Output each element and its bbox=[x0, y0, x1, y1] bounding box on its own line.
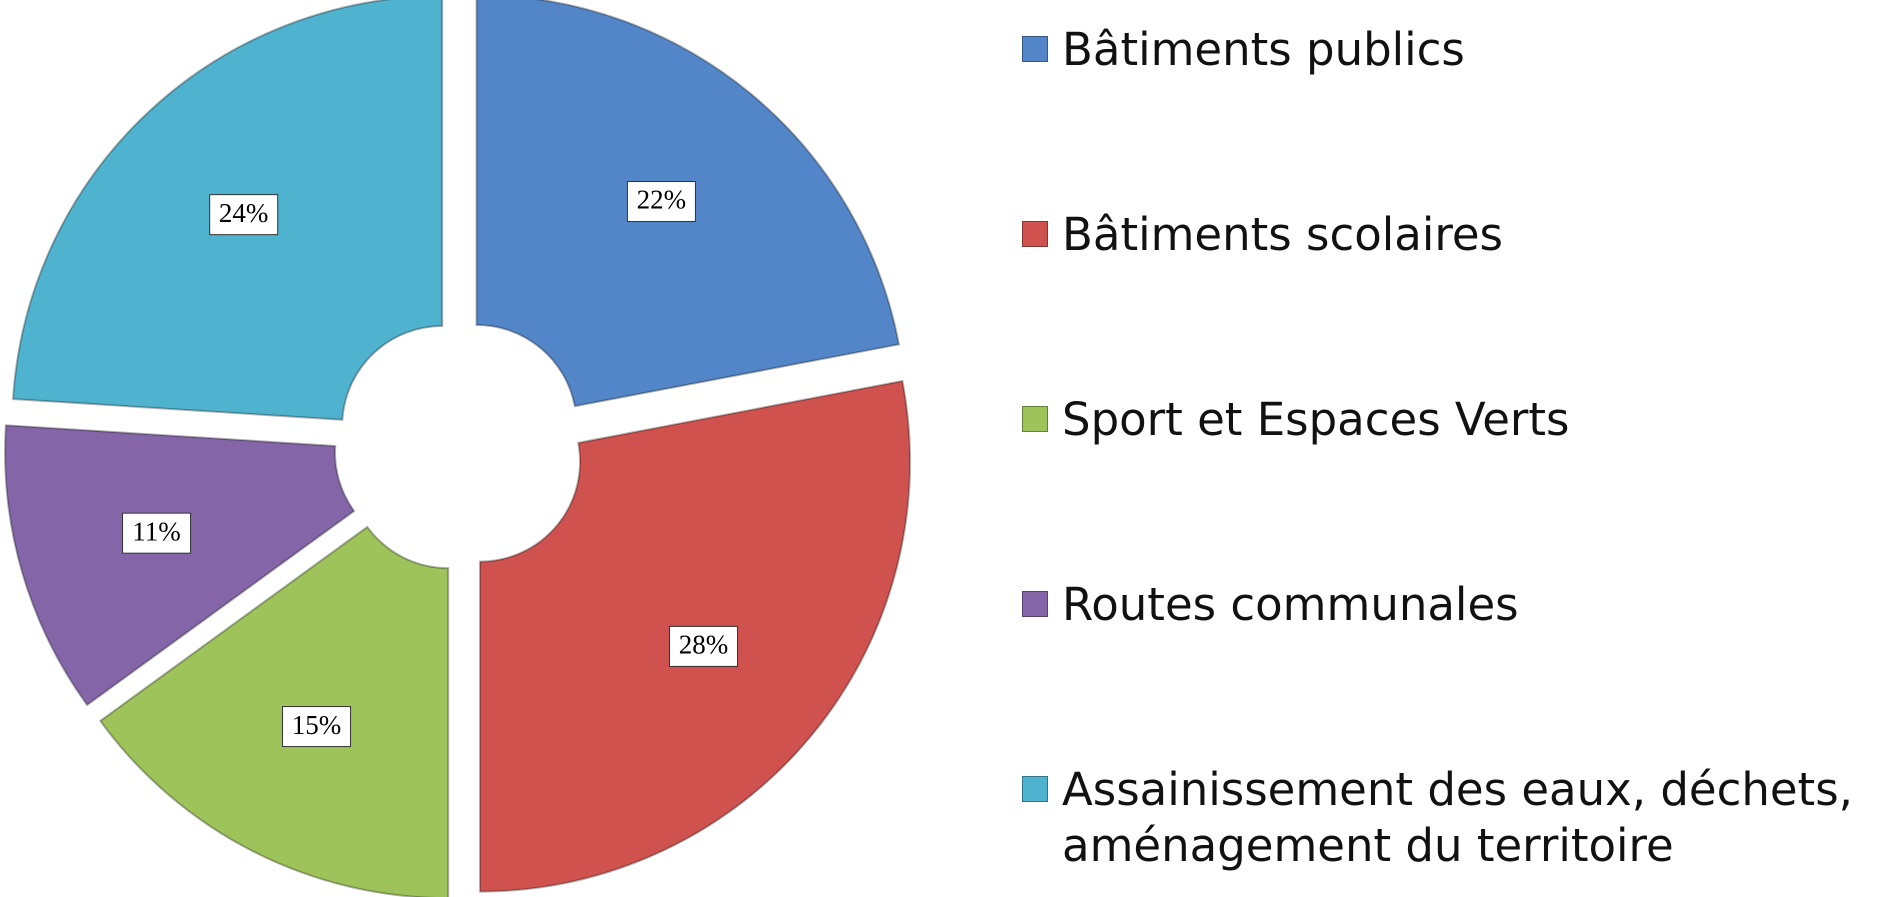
value-label: 28% bbox=[679, 630, 729, 660]
legend-item: Bâtiments publics bbox=[1022, 22, 1882, 78]
legend-item: Sport et Espaces Verts bbox=[1022, 392, 1882, 448]
legend-item: Assainissement des eaux, déchets, aménag… bbox=[1022, 762, 1882, 874]
value-label: 22% bbox=[637, 185, 687, 215]
data-label: 11% bbox=[122, 512, 192, 554]
value-label: 15% bbox=[292, 710, 342, 740]
slice bbox=[98, 525, 450, 897]
legend-label: Assainissement des eaux, déchets, aménag… bbox=[1062, 763, 1853, 872]
label-box bbox=[122, 512, 192, 554]
value-label: 24% bbox=[219, 198, 269, 228]
legend-swatch bbox=[1022, 221, 1048, 247]
data-label: 15% bbox=[282, 706, 352, 748]
legend-item: Routes communales bbox=[1022, 577, 1882, 633]
value-label: 11% bbox=[132, 516, 181, 546]
legend-item: Bâtiments scolaires bbox=[1022, 207, 1882, 263]
legend-label: Sport et Espaces Verts bbox=[1062, 393, 1570, 446]
data-label: 28% bbox=[668, 625, 738, 667]
legend-swatch bbox=[1022, 776, 1048, 802]
data-label: 22% bbox=[626, 181, 696, 223]
label-box bbox=[209, 194, 279, 236]
legend-label: Routes communales bbox=[1062, 578, 1519, 631]
slice bbox=[4, 424, 356, 707]
label-box bbox=[668, 625, 738, 667]
legend-swatch bbox=[1022, 36, 1048, 62]
label-box bbox=[282, 706, 352, 748]
legend-label: Bâtiments publics bbox=[1062, 23, 1465, 76]
legend-label: Bâtiments scolaires bbox=[1062, 208, 1503, 261]
data-label: 24% bbox=[209, 194, 279, 236]
legend-swatch bbox=[1022, 406, 1048, 432]
donut-plot: 22% 28% 15% 11% 24% bbox=[4, 0, 912, 897]
legend-swatch bbox=[1022, 591, 1048, 617]
label-box bbox=[626, 181, 696, 223]
